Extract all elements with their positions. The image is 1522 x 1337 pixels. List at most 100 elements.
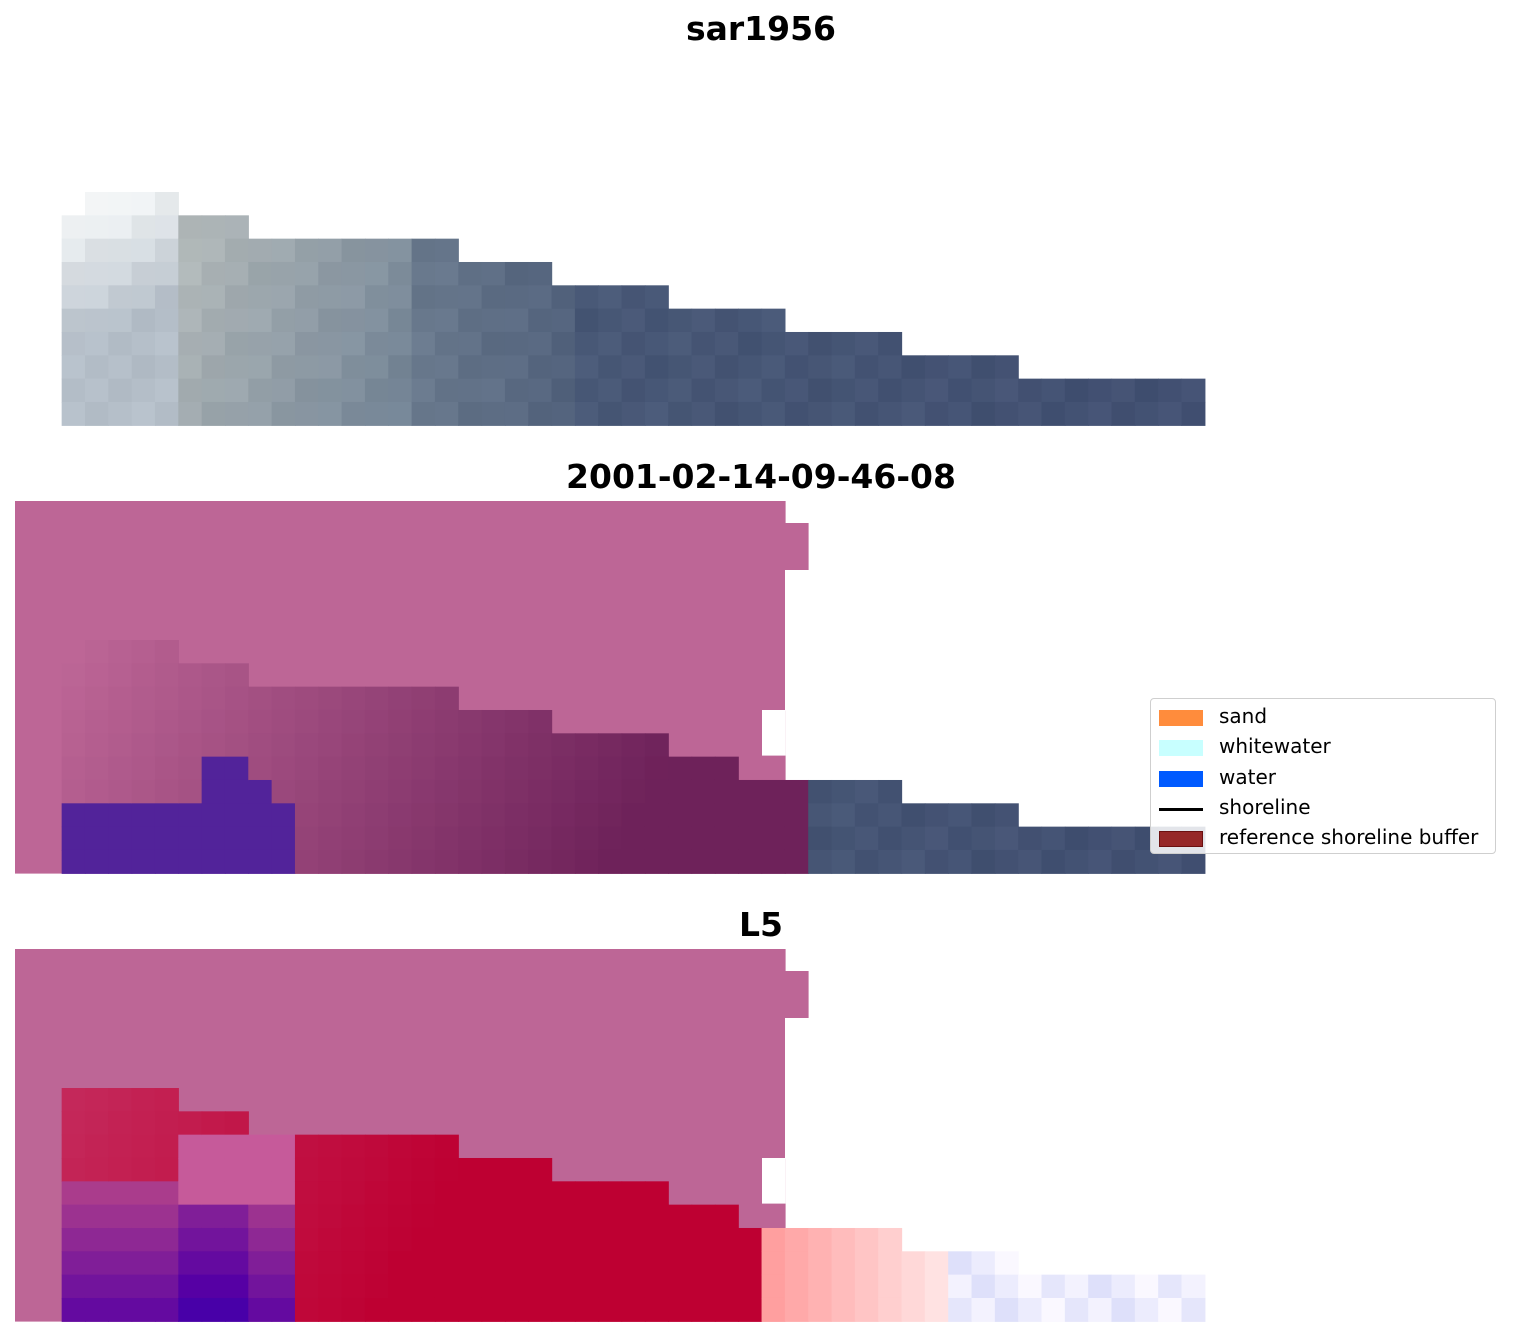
legend-label-sand: sand bbox=[1219, 704, 1268, 728]
image-pixel bbox=[504, 401, 529, 426]
image-pixel bbox=[901, 803, 926, 828]
legend-label-shoreline: shoreline bbox=[1219, 795, 1311, 819]
image-pixel bbox=[318, 1227, 343, 1252]
image-pixel bbox=[318, 285, 343, 310]
image-pixel bbox=[458, 1181, 483, 1206]
image-pixel bbox=[434, 1297, 459, 1322]
image-pixel bbox=[738, 331, 763, 356]
image-pixel bbox=[84, 308, 109, 333]
image-pixel bbox=[481, 779, 506, 804]
image-pixel bbox=[61, 378, 86, 403]
image-pixel bbox=[294, 849, 319, 874]
image-pixel bbox=[434, 355, 459, 380]
image-pixel bbox=[248, 709, 273, 734]
image-pixel bbox=[61, 308, 86, 333]
image-pixel bbox=[1158, 849, 1183, 874]
image-pixel bbox=[364, 733, 389, 758]
image-pixel bbox=[644, 1297, 669, 1322]
image-pixel bbox=[1041, 401, 1066, 426]
image-pixel bbox=[318, 1134, 343, 1159]
image-pixel bbox=[224, 1251, 249, 1276]
image-pixel bbox=[994, 401, 1019, 426]
image-pixel bbox=[61, 803, 86, 828]
image-pixel bbox=[878, 779, 903, 804]
image-pixel bbox=[108, 779, 133, 804]
image-pixel bbox=[318, 331, 343, 356]
image-pixel bbox=[108, 709, 133, 734]
image-pixel bbox=[318, 756, 343, 781]
image-pixel bbox=[61, 686, 86, 711]
image-pixel bbox=[761, 378, 786, 403]
image-pixel bbox=[61, 1181, 86, 1206]
image-pixel bbox=[271, 733, 296, 758]
image-pixel bbox=[994, 378, 1019, 403]
image-pixel bbox=[434, 238, 459, 263]
image-pixel bbox=[761, 803, 786, 828]
image-pixel bbox=[831, 355, 856, 380]
panel-title-1: sar1956 bbox=[685, 9, 837, 48]
image-pixel bbox=[388, 756, 413, 781]
image-pixel bbox=[248, 733, 273, 758]
image-pixel bbox=[108, 1204, 133, 1229]
image-pixel bbox=[388, 779, 413, 804]
image-pixel bbox=[434, 1227, 459, 1252]
image-pixel bbox=[598, 1227, 623, 1252]
image-pixel bbox=[901, 1297, 926, 1322]
image-pixel bbox=[1041, 826, 1066, 851]
image-pixel bbox=[691, 401, 716, 426]
image-pixel bbox=[341, 849, 366, 874]
image-pixel bbox=[154, 1157, 179, 1182]
image-pixel bbox=[154, 1227, 179, 1252]
image-pixel bbox=[434, 803, 459, 828]
image-pixel bbox=[831, 826, 856, 851]
image-pixel bbox=[294, 331, 319, 356]
image-pixel bbox=[224, 1227, 249, 1252]
image-pixel bbox=[714, 756, 739, 781]
image-pixel bbox=[1111, 1297, 1136, 1322]
image-pixel bbox=[644, 1227, 669, 1252]
image-pixel bbox=[411, 826, 436, 851]
image-pixel bbox=[201, 1157, 226, 1182]
image-pixel bbox=[364, 803, 389, 828]
image-pixel bbox=[131, 1111, 156, 1136]
image-pixel bbox=[504, 378, 529, 403]
image-pixel bbox=[131, 1274, 156, 1299]
image-pixel bbox=[224, 733, 249, 758]
image-pixel bbox=[691, 779, 716, 804]
image-pixel bbox=[178, 1297, 203, 1322]
image-pixel bbox=[784, 779, 809, 804]
image-pixel bbox=[738, 1227, 763, 1252]
image-pixel bbox=[1134, 401, 1159, 426]
image-pixel bbox=[131, 285, 156, 310]
image-pixel bbox=[854, 1274, 879, 1299]
image-pixel bbox=[668, 1251, 693, 1276]
image-pixel bbox=[971, 401, 996, 426]
image-pixel bbox=[84, 1111, 109, 1136]
image-pixel bbox=[84, 355, 109, 380]
image-pixel bbox=[364, 1297, 389, 1322]
image-pixel bbox=[621, 378, 646, 403]
image-pixel bbox=[84, 1157, 109, 1182]
image-pixel bbox=[901, 378, 926, 403]
image-pixel bbox=[108, 1181, 133, 1206]
image-pixel bbox=[901, 1251, 926, 1276]
image-pixel bbox=[598, 1251, 623, 1276]
image-pixel bbox=[761, 849, 786, 874]
image-pixel bbox=[691, 849, 716, 874]
image-pixel bbox=[784, 803, 809, 828]
image-pixel bbox=[341, 1181, 366, 1206]
image-pixel bbox=[714, 1204, 739, 1229]
image-pixel bbox=[411, 238, 436, 263]
image-pixel bbox=[271, 1204, 296, 1229]
legend-item-sand: sand bbox=[1159, 702, 1489, 730]
image-pixel bbox=[434, 285, 459, 310]
image-pixel bbox=[411, 849, 436, 874]
image-pixel bbox=[154, 756, 179, 781]
image-pixel bbox=[61, 1088, 86, 1112]
image-pixel bbox=[551, 849, 576, 874]
image-pixel bbox=[84, 1227, 109, 1252]
image-pixel bbox=[691, 331, 716, 356]
image-pixel bbox=[201, 663, 226, 688]
image-pixel bbox=[201, 331, 226, 356]
image-pixel bbox=[61, 1297, 86, 1322]
